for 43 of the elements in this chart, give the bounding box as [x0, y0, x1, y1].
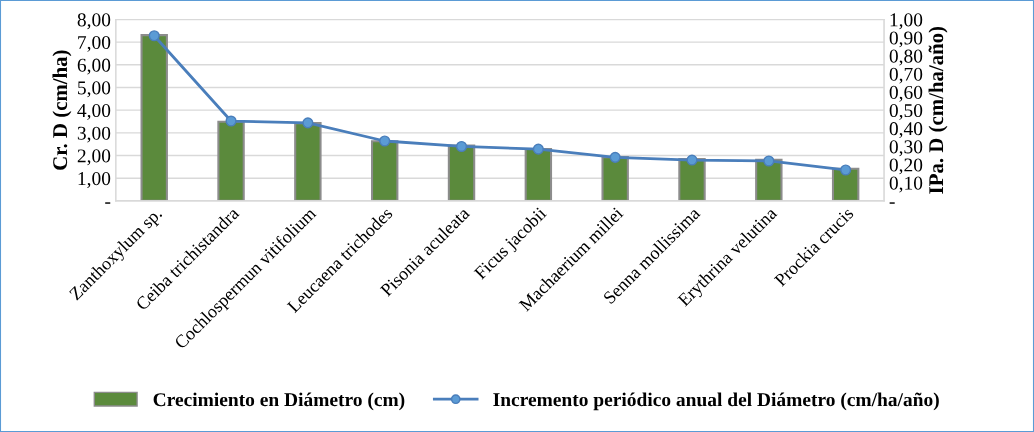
- y2-tick-label: 0,80: [889, 49, 923, 66]
- y-tick-label: 1,00: [78, 172, 111, 188]
- bar: [140, 34, 168, 201]
- y2-tick-label: 0,20: [889, 158, 923, 175]
- y-tick-label: 8,00: [77, 13, 111, 30]
- y2-tick-label: 0,70: [889, 67, 923, 84]
- y2-tick-label: 0,90: [889, 31, 923, 48]
- y-axis-title: Cr. D (cm/ha): [52, 50, 72, 170]
- point: [763, 155, 775, 167]
- y-tick-label: 7,00: [78, 35, 111, 52]
- bar: [294, 122, 322, 201]
- legend-label: Incremento periódico anual del Diámetro (cm/ha/año): [493, 392, 939, 411]
- y2-tick-label: 0,10: [889, 176, 923, 193]
- y-tick-label: 3,00: [77, 126, 111, 143]
- bar: [755, 158, 783, 201]
- bar: [370, 140, 399, 201]
- point: [532, 143, 544, 155]
- y2-tick-label: 1,00: [890, 13, 923, 30]
- y2-tick-label: 0,50: [889, 103, 923, 120]
- y-tick-label: -: [105, 202, 111, 204]
- point: [686, 154, 698, 166]
- y2-axis-title: IPa. D (cm/ha/año): [928, 26, 948, 194]
- y-tick-label: 5,00: [78, 81, 111, 98]
- point: [609, 151, 621, 163]
- bar: [601, 156, 629, 201]
- point: [302, 117, 314, 129]
- y-tick-label: 4,00: [77, 103, 111, 120]
- point: [455, 140, 468, 153]
- y-tick-label: 6,00: [77, 58, 111, 75]
- point: [379, 135, 391, 147]
- y-tick-label: 2,00: [77, 149, 111, 166]
- bar: [217, 120, 245, 201]
- point: [840, 164, 852, 176]
- bar: [447, 144, 476, 201]
- bar: [678, 158, 706, 201]
- point: [225, 115, 237, 127]
- point: [148, 30, 160, 42]
- legend-label: Crecimiento en Diámetro (cm): [153, 392, 405, 411]
- y2-tick-label: 0,40: [889, 122, 923, 139]
- y2-tick-label: 0,60: [889, 85, 923, 102]
- bar: [524, 147, 553, 201]
- y2-tick-label: 0,30: [889, 140, 923, 157]
- y2-tick-label: -: [889, 202, 895, 204]
